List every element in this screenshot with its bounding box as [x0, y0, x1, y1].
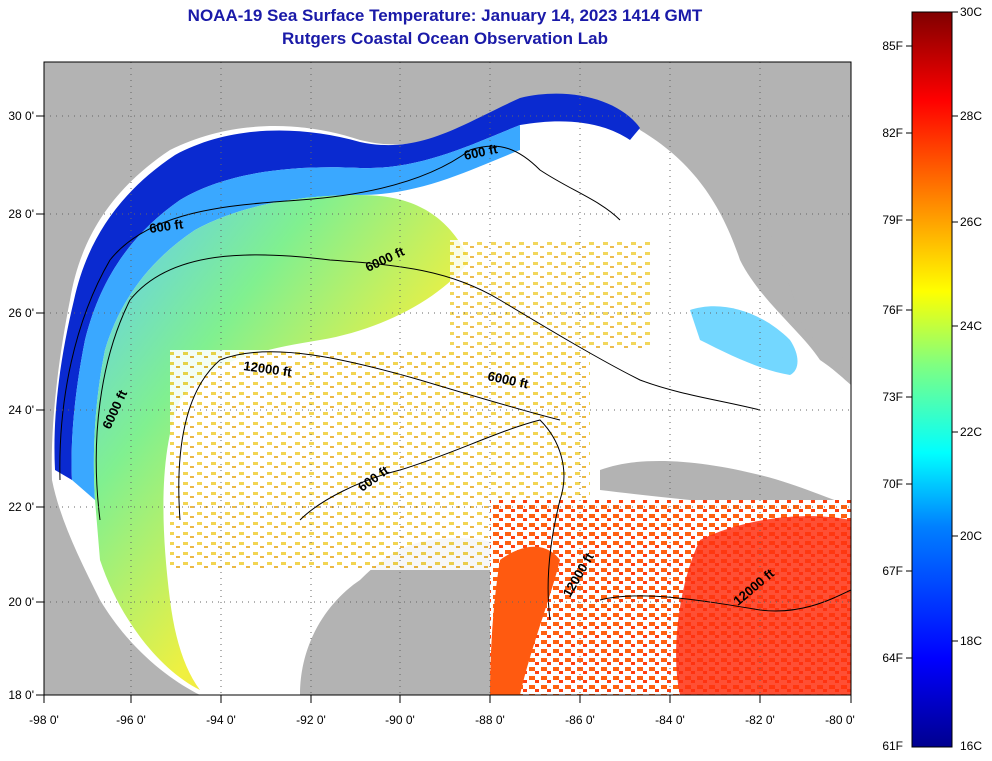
lon-label: -86 0' [565, 713, 595, 727]
map-title: NOAA-19 Sea Surface Temperature: January… [187, 6, 703, 25]
lat-label: 20 0' [8, 595, 34, 609]
contour-label-600ft-west: 600 ft [148, 216, 184, 236]
colorbar-f-label: 85F [882, 39, 903, 53]
lon-label: -80 0' [825, 713, 855, 727]
contour-label-600ft-north: 600 ft [463, 141, 500, 163]
colorbar-c-label: 18C [960, 634, 982, 648]
colorbar-c-label: 26C [960, 215, 982, 229]
lon-label: -94 0' [206, 713, 236, 727]
colorbar-ticks [906, 11, 958, 659]
axis-ticks [36, 115, 852, 703]
lon-label: -98 0' [29, 713, 59, 727]
colorbar-c-label: 22C [960, 425, 982, 439]
map-frame [43, 61, 852, 696]
colorbar-f-label: 73F [882, 390, 903, 404]
lat-label: 22 0' [8, 500, 34, 514]
colorbar-c-label: 30C [960, 5, 982, 19]
yucatan-land [300, 538, 520, 695]
colorbar-c-label: 20C [960, 529, 982, 543]
lat-label: 26 0' [8, 306, 34, 320]
depth-contours [59, 145, 852, 621]
western-gulf-warm [93, 195, 470, 690]
lon-label: -96 0' [116, 713, 146, 727]
lon-label: -90 0' [385, 713, 415, 727]
map-subtitle: Rutgers Coastal Ocean Observation Lab [282, 29, 608, 48]
colorbar-c-label: 24C [960, 319, 982, 333]
lon-label: -88 0' [475, 713, 505, 727]
lat-label: 28 0' [8, 207, 34, 221]
colorbar-f-label: 82F [882, 126, 903, 140]
colorbar-f-label: 70F [882, 477, 903, 491]
coastal-cyan-band [71, 125, 520, 500]
colorbar-f-label: 67F [882, 564, 903, 578]
northeast-gulf-speckle [450, 240, 650, 350]
colorbar [911, 11, 953, 748]
lon-label: -84 0' [655, 713, 685, 727]
colorbar-f-label: 61F [882, 739, 903, 753]
colorbar-f-label: 64F [882, 651, 903, 665]
florida-shelf-cyan [690, 306, 798, 375]
florida-land [758, 62, 851, 360]
colorbar-c-label: 28C [960, 109, 982, 123]
colorbar-f-label: 76F [882, 303, 903, 317]
lat-label: 24 0' [8, 403, 34, 417]
yucatan-channel-warm [490, 546, 560, 695]
contour-label-12000ft-central: 12000 ft [243, 358, 294, 380]
colorbar-f-label: 79F [882, 213, 903, 227]
caribbean-hot [676, 516, 851, 695]
lon-label: -82 0' [745, 713, 775, 727]
colorbar-c-label: 16C [960, 739, 982, 753]
lat-label: 30 0' [8, 109, 34, 123]
graticule [44, 62, 851, 695]
lon-label: -92 0' [296, 713, 326, 727]
lat-label: 18 0' [8, 688, 34, 702]
